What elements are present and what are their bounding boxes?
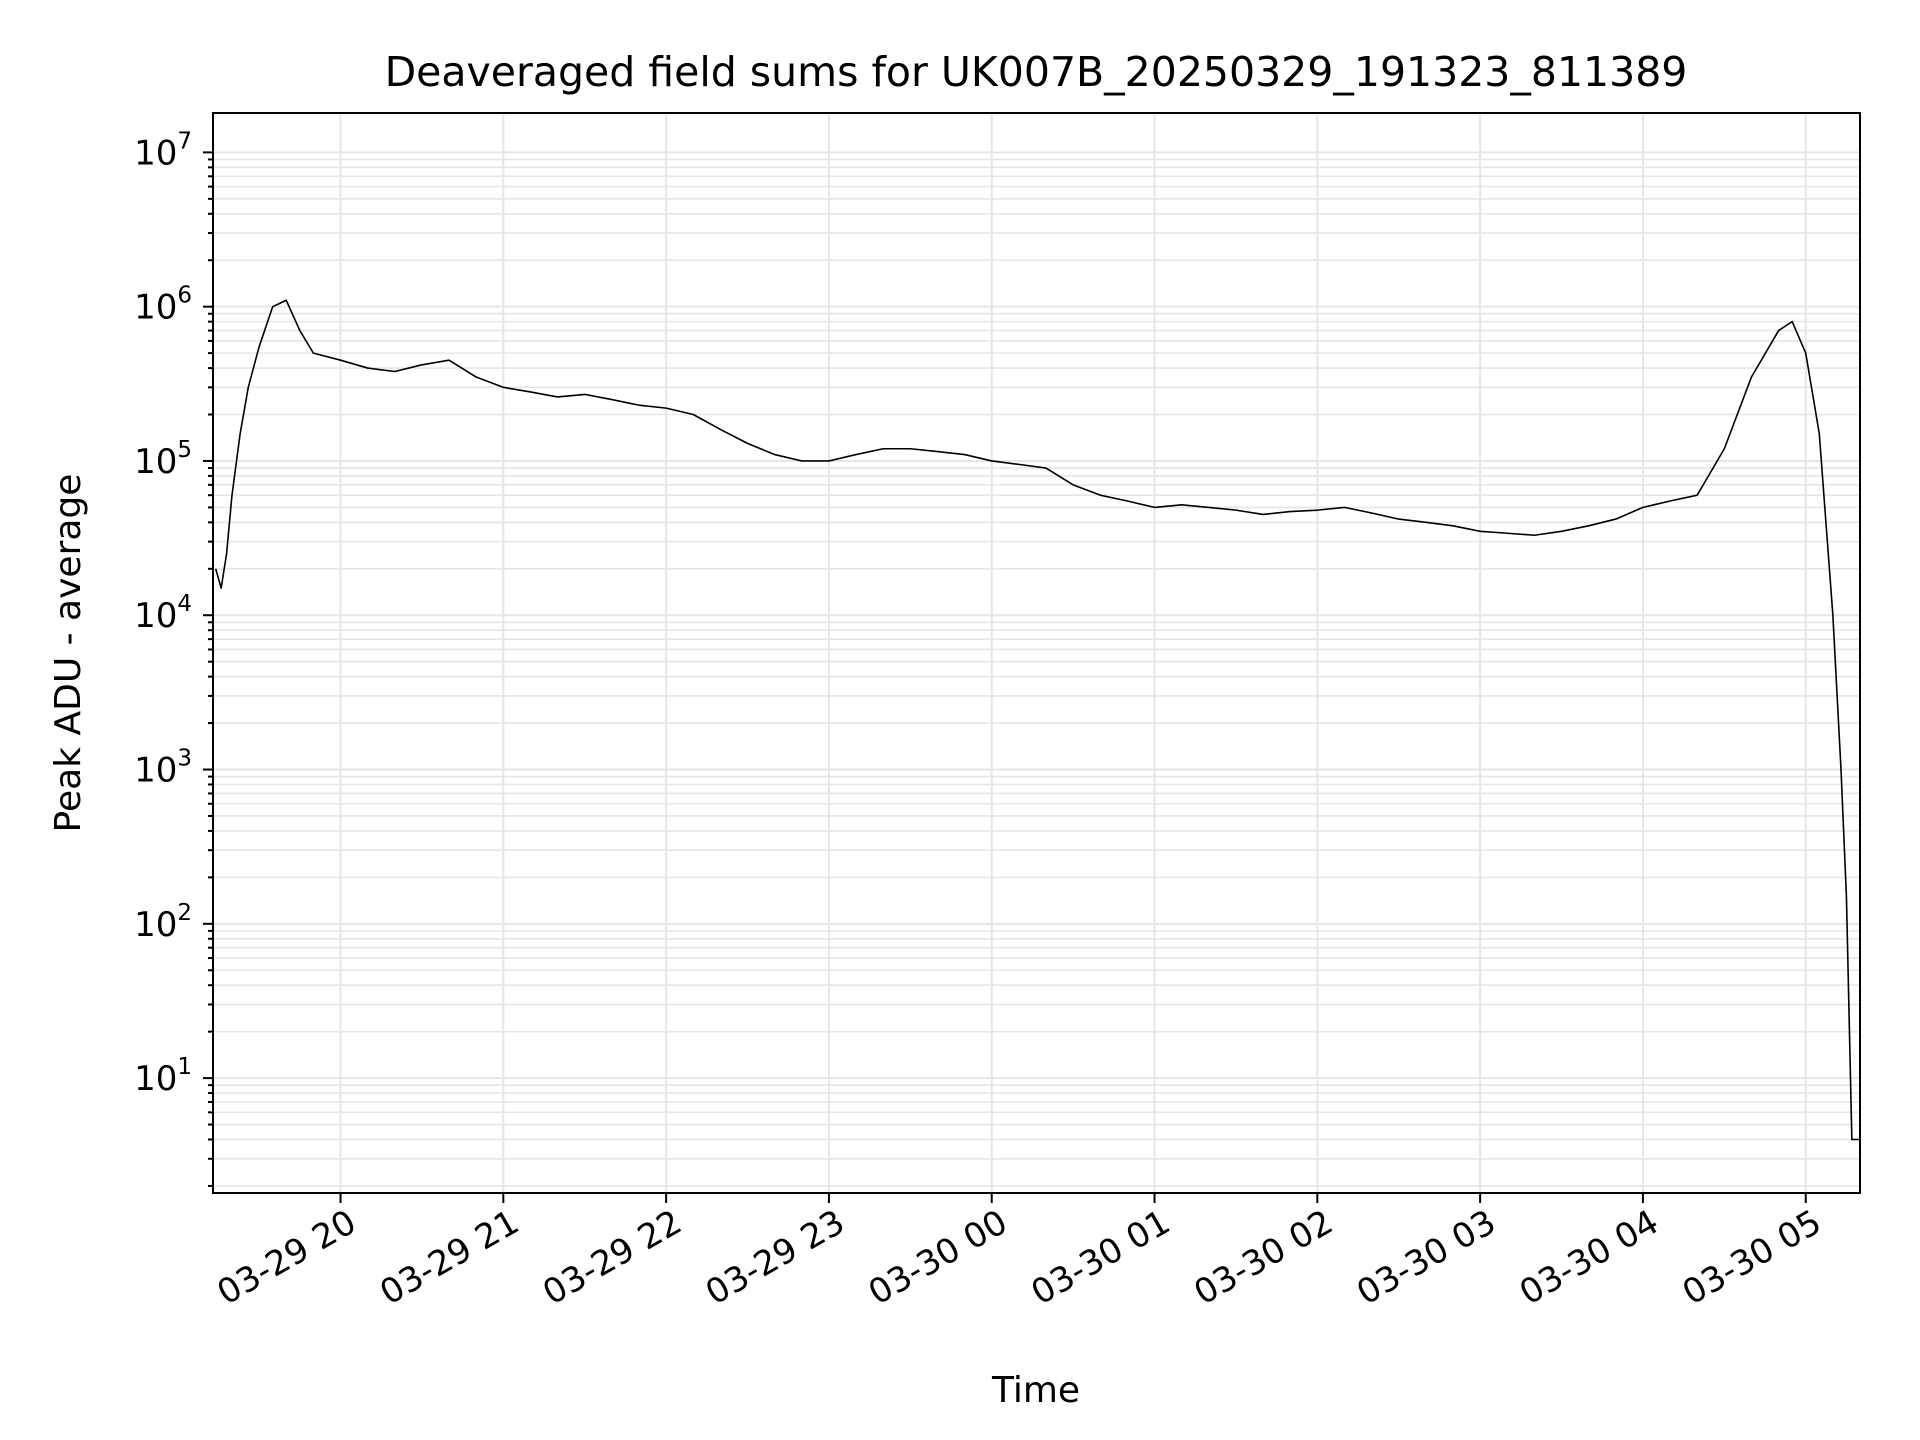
y-tick-base: 10 [134, 596, 177, 636]
y-tick-label: 102 [134, 900, 192, 945]
y-tick-base: 10 [134, 751, 177, 791]
series-group [214, 299, 1860, 1141]
y-tick-exponent: 6 [177, 283, 192, 309]
y-tick-base: 10 [134, 288, 177, 328]
y-tick-label: 101 [134, 1054, 192, 1099]
y-tick-exponent: 1 [177, 1054, 192, 1080]
y-tick-exponent: 3 [177, 746, 192, 772]
y-tick-base: 10 [134, 1059, 177, 1099]
grid [213, 113, 1860, 1193]
y-tick-label: 106 [134, 283, 192, 328]
y-tick-exponent: 2 [177, 900, 192, 926]
y-tick-label: 103 [134, 746, 192, 791]
y-tick-exponent: 5 [177, 437, 192, 463]
series-line [214, 299, 1860, 1141]
y-tick-exponent: 4 [177, 591, 192, 617]
y-tick-base: 10 [134, 133, 177, 173]
y-tick-base: 10 [134, 442, 177, 482]
y-tick-exponent: 7 [177, 128, 192, 154]
chart-title: Deaveraged field sums for UK007B_2025032… [385, 48, 1688, 96]
y-tick-label: 104 [134, 591, 192, 636]
y-axis-label: Peak ADU - average [48, 474, 89, 833]
y-tick-label: 107 [134, 128, 192, 173]
plot-frame [212, 112, 1861, 1194]
x-axis-label: Time [991, 1370, 1080, 1411]
y-tick-label: 105 [134, 437, 192, 482]
y-tick-base: 10 [134, 905, 177, 945]
